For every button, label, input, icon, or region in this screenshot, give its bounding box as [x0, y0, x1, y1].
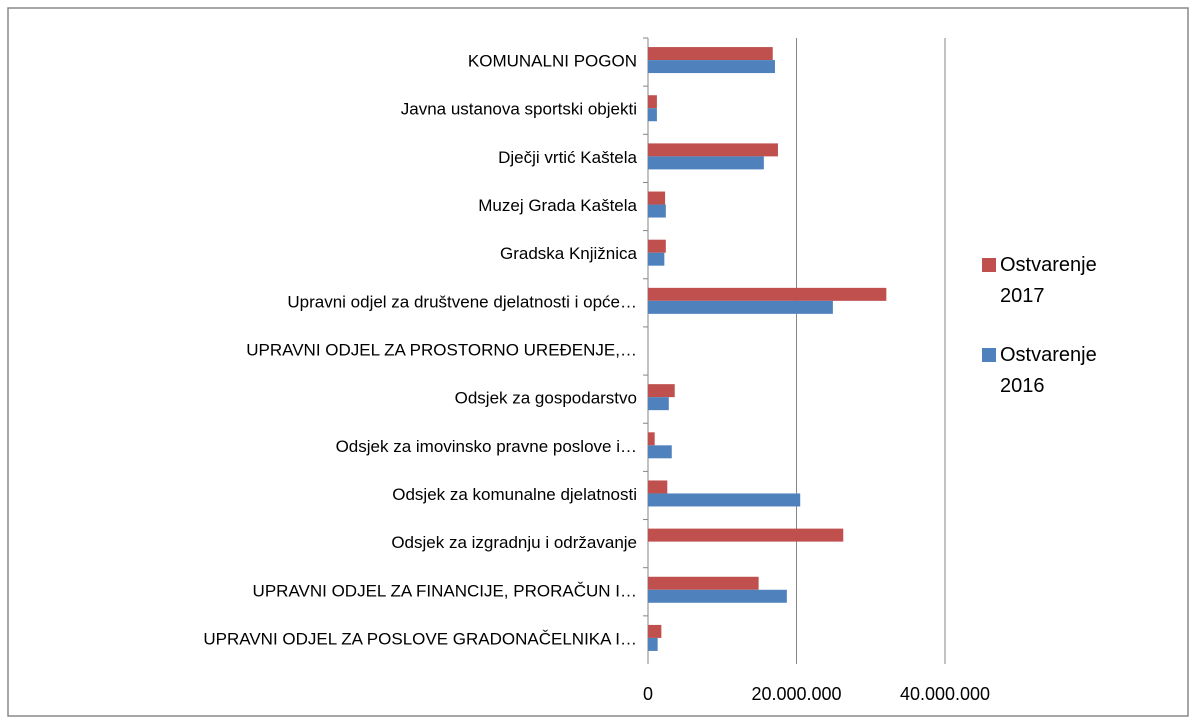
legend-item: Ostvarenje 2017 — [980, 250, 1100, 312]
y-tick-label: Odsjek za izgradnju i održavanje — [391, 533, 637, 552]
bar — [648, 156, 764, 170]
bar — [648, 480, 668, 494]
legend-swatch — [982, 258, 996, 272]
bar — [648, 637, 658, 651]
bar — [648, 108, 657, 122]
legend-item: Ostvarenje 2016 — [980, 340, 1100, 402]
bar — [648, 239, 666, 253]
bar — [648, 47, 773, 61]
bar — [648, 432, 655, 446]
y-tick-label: Javna ustanova sportski objekti — [401, 100, 637, 119]
y-tick-label: Muzej Grada Kaštela — [478, 196, 637, 215]
bar — [648, 287, 887, 301]
y-tick-label: UPRAVNI ODJEL ZA POSLOVE GRADONAČELNIKA … — [203, 629, 637, 648]
bar — [648, 397, 669, 411]
bar — [648, 204, 666, 218]
bar — [648, 143, 778, 157]
legend-label: Ostvarenje 2016 — [1000, 344, 1097, 397]
y-tick-label: KOMUNALNI POGON — [468, 52, 637, 71]
chart-frame — [7, 7, 1189, 717]
y-tick-label: Odsjek za gospodarstvo — [455, 389, 637, 408]
bar — [648, 624, 662, 638]
bar — [648, 493, 801, 507]
y-tick-label: Dječji vrtić Kaštela — [498, 148, 637, 167]
y-tick-label: Gradska Knjižnica — [500, 244, 638, 263]
y-tick-label: Odsjek za imovinsko pravne poslove i… — [336, 437, 637, 456]
bar — [648, 95, 657, 109]
bar — [648, 191, 666, 205]
bar — [648, 589, 787, 603]
bar — [648, 576, 759, 590]
y-tick-label: Upravni odjel za društvene djelatnosti i… — [287, 292, 637, 311]
bar — [648, 445, 672, 459]
bar — [648, 252, 665, 266]
x-tick-label: 40.000.000 — [900, 684, 990, 704]
bar — [648, 384, 675, 398]
y-tick-label: UPRAVNI ODJEL ZA FINANCIJE, PRORAČUN I… — [253, 581, 637, 600]
bar — [648, 300, 833, 314]
x-tick-label: 0 — [643, 684, 653, 704]
bar — [648, 528, 844, 542]
legend-swatch — [982, 348, 996, 362]
y-tick-label: UPRAVNI ODJEL ZA PROSTORNO UREĐENJE,… — [246, 340, 637, 359]
x-tick-label: 20.000.000 — [751, 684, 841, 704]
legend-label: Ostvarenje 2017 — [1000, 254, 1097, 307]
bar — [648, 60, 775, 74]
y-tick-label: Odsjek za komunalne djelatnosti — [392, 485, 637, 504]
